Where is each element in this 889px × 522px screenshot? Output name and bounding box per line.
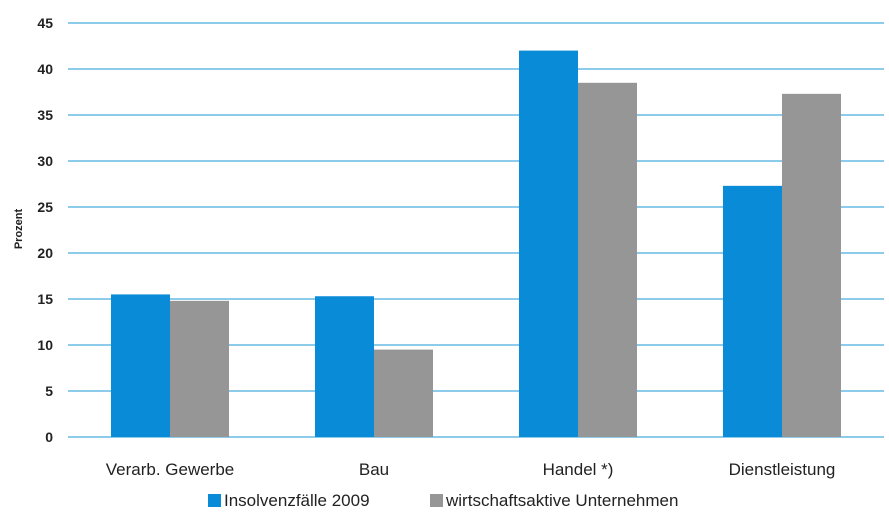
- category-label: Verarb. Gewerbe: [106, 460, 235, 479]
- y-tick-labels: 0 5 10 15 20 25 30 35 40 45: [37, 15, 53, 445]
- y-tick-label: 15: [37, 291, 53, 307]
- legend: Insolvenzfälle 2009 wirtschaftsaktive Unt…: [208, 491, 678, 510]
- y-axis-label: Prozent: [13, 208, 25, 249]
- bar-insolvenzfaelle-1: [315, 296, 374, 437]
- bar-wirtschaftsaktive-1: [374, 349, 433, 437]
- y-tick-label: 45: [37, 15, 53, 31]
- category-labels: Verarb. Gewerbe Bau Handel *) Dienstleistun…: [106, 460, 836, 479]
- bars: [111, 50, 841, 438]
- legend-label: wirtschaftsaktive Unternehmen: [445, 491, 678, 510]
- legend-swatch: [208, 494, 221, 507]
- y-tick-label: 40: [37, 61, 53, 77]
- category-label: Dienstleistung: [729, 460, 836, 479]
- y-tick-label: 10: [37, 337, 53, 353]
- bar-insolvenzfaelle-3: [723, 185, 782, 437]
- bar-wirtschaftsaktive-2: [578, 82, 637, 438]
- bar-insolvenzfaelle-0: [111, 294, 170, 437]
- legend-label: Insolvenzfälle 2009: [224, 491, 370, 510]
- bar-wirtschaftsaktive-3: [782, 93, 841, 437]
- legend-swatch: [430, 494, 443, 507]
- y-tick-label: 20: [37, 245, 53, 261]
- bar-wirtschaftsaktive-0: [170, 300, 229, 437]
- bar-insolvenzfaelle-2: [519, 50, 578, 437]
- y-tick-label: 5: [45, 383, 53, 399]
- y-tick-label: 35: [37, 107, 53, 123]
- category-label: Handel *): [543, 460, 614, 479]
- y-tick-label: 25: [37, 199, 53, 215]
- y-tick-label: 0: [45, 429, 53, 445]
- y-tick-label: 30: [37, 153, 53, 169]
- category-label: Bau: [359, 460, 389, 479]
